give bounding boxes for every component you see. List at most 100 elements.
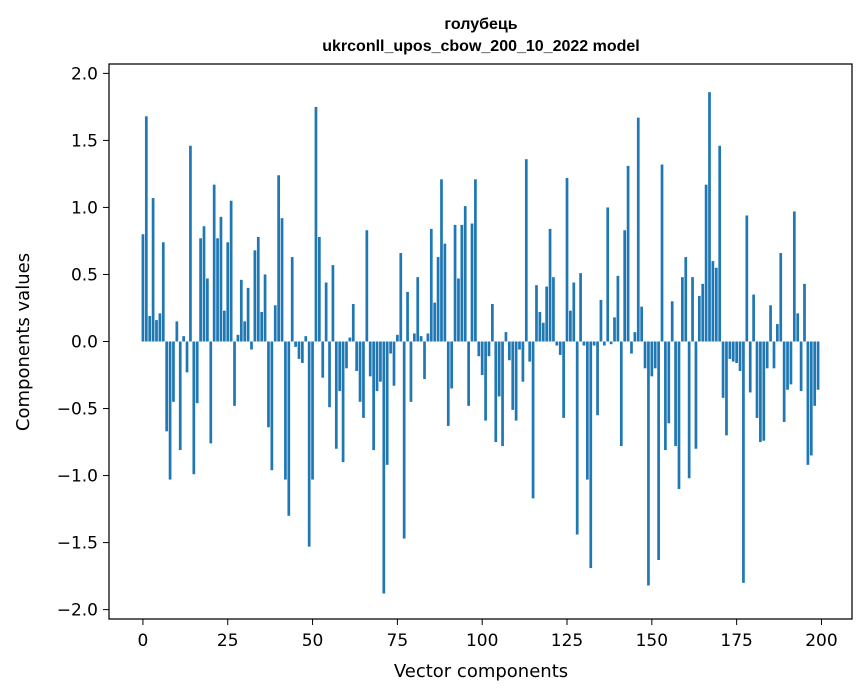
x-tick-label: 25 [217,631,239,651]
bar [155,320,158,342]
bar [409,341,413,402]
bar [290,257,294,342]
bar [457,278,460,342]
bar [229,200,233,342]
bar [541,322,545,342]
bar [586,341,589,480]
bar [236,334,240,342]
bar [375,341,379,392]
bar [345,341,348,369]
bar [589,341,593,569]
bar [365,230,369,342]
bar [389,341,392,354]
bar [222,310,226,342]
y-tick-label: 0.0 [71,333,98,353]
bar [524,159,528,342]
bar [630,341,633,354]
y-axis-ticks: 2.0 1.5 1.0 0.5 0.0 −0.5 −1.0 −1.5 −2.0 [57,64,109,621]
bar [419,336,423,342]
y-tick-label: 1.5 [71,131,98,151]
bar [151,198,155,342]
y-tick-label: −1.5 [57,534,98,554]
bar [317,236,321,342]
bar [477,341,481,357]
bar [548,228,552,342]
bar [491,303,494,342]
bar [779,253,783,342]
bar [592,341,596,346]
bar [806,341,810,465]
bar [816,341,820,390]
bar [579,273,582,342]
bar [813,341,817,406]
bar [748,341,752,393]
bar [446,341,450,426]
bar [759,341,762,443]
bar [647,341,650,586]
bar [721,341,725,398]
bar [657,341,660,561]
bar [742,341,745,583]
y-tick-label: 1.0 [71,198,98,218]
bar [670,301,674,342]
bar [782,341,786,422]
bar [599,299,603,342]
bar [667,341,671,424]
bar [616,275,620,342]
bar [762,341,766,441]
bar [324,282,328,342]
bar [287,341,291,516]
bar [467,341,470,406]
bar [480,341,484,376]
bar [406,291,409,342]
bar [619,341,623,447]
bar [348,337,352,342]
bar [786,341,789,390]
bar [623,230,627,342]
bar [199,238,202,342]
bar [161,242,165,342]
bar [633,332,637,342]
x-tick-label: 200 [805,631,837,651]
bar [521,341,525,382]
bar [809,341,813,456]
bar [331,265,335,342]
bar [260,312,264,342]
bar [697,295,701,342]
x-tick-label: 0 [138,631,149,651]
bar [776,324,779,342]
bar [351,303,355,342]
bar [355,341,359,371]
bar [341,341,345,463]
bar [450,341,454,389]
bar [423,341,426,380]
bar [606,207,610,342]
bar [735,341,739,363]
y-tick-label: −2.0 [57,601,98,621]
bar [460,224,464,342]
bar [141,234,145,342]
bar [284,341,287,480]
bar [321,341,325,378]
bar [626,165,630,342]
bar [562,341,565,418]
bar [494,341,498,443]
bar [470,223,474,342]
bar [636,117,640,342]
bar [440,179,443,342]
x-axis-label: Vector components [394,661,568,682]
bar [555,341,559,346]
bar [226,242,230,342]
bar [392,341,396,386]
chart-title-line1: голубець [444,16,517,33]
bar [487,341,491,357]
bar [219,216,223,342]
bar [681,277,684,342]
bar [535,285,538,342]
bar [538,312,542,342]
x-tick-label: 50 [302,631,324,651]
bar [664,341,667,451]
bar [769,305,772,342]
bar [185,341,189,373]
